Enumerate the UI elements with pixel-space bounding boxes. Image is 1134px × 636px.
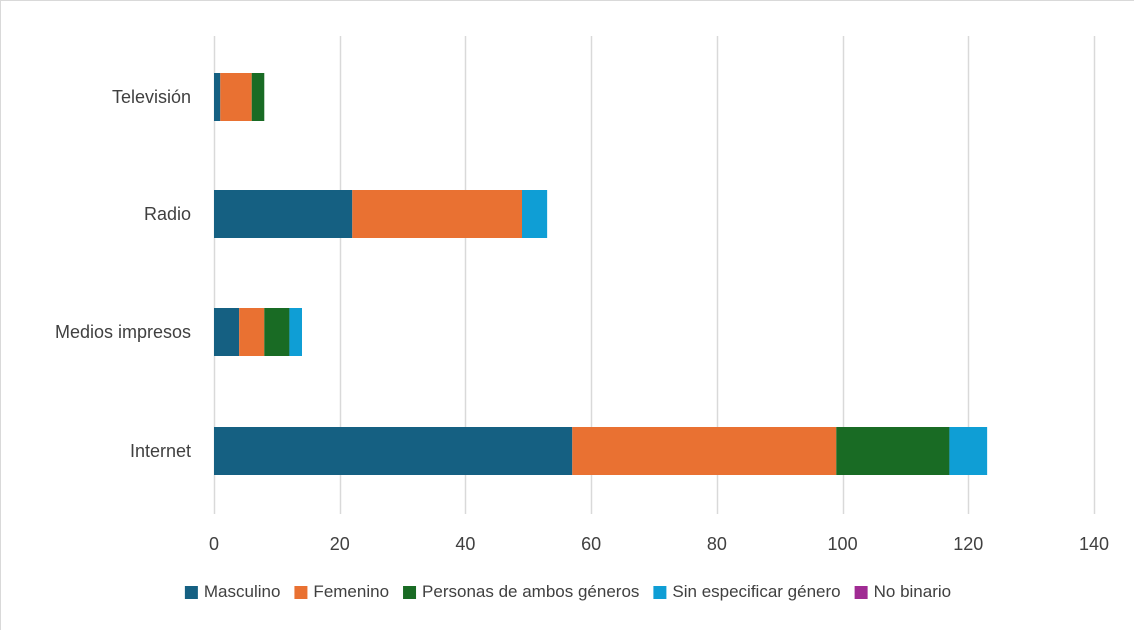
bar-0-series-2 xyxy=(251,73,265,121)
legend-label: Femenino xyxy=(313,582,389,601)
legend-item: Sin especificar género xyxy=(653,582,841,601)
x-tick-label: 60 xyxy=(581,534,601,554)
legend-swatch xyxy=(854,586,868,599)
legend-swatch xyxy=(403,586,417,599)
legend-swatch xyxy=(294,586,308,599)
x-tick-label: 140 xyxy=(1079,534,1109,554)
bar-1-series-3 xyxy=(522,190,548,238)
bar-1-series-0 xyxy=(214,190,353,238)
x-tick-label: 100 xyxy=(828,534,858,554)
bar-2-series-2 xyxy=(264,308,290,356)
bar-0-series-1 xyxy=(220,73,252,121)
category-labels: Televisión Radio Medios impresos Internet xyxy=(55,87,191,461)
bar-2-series-0 xyxy=(214,308,240,356)
bar-1-series-1 xyxy=(352,190,522,238)
bar-3-series-3 xyxy=(949,427,988,475)
legend-item: Personas de ambos géneros xyxy=(403,582,639,601)
legend-label: Personas de ambos géneros xyxy=(422,582,639,601)
category-label: Televisión xyxy=(112,87,191,107)
bar-2-series-1 xyxy=(239,308,265,356)
legend-swatch xyxy=(184,586,198,599)
legend-label: Sin especificar género xyxy=(672,582,840,601)
legend-swatch xyxy=(653,586,667,599)
bar-0-series-0 xyxy=(214,73,221,121)
bar-3-series-2 xyxy=(836,427,950,475)
category-label: Internet xyxy=(130,441,191,461)
legend-item: No binario xyxy=(854,582,952,601)
x-tick-label: 0 xyxy=(209,534,219,554)
x-tick-label: 20 xyxy=(330,534,350,554)
bar-3-series-0 xyxy=(214,427,573,475)
bars xyxy=(214,73,988,475)
gridlines xyxy=(213,36,1096,514)
legend-item: Masculino xyxy=(184,582,281,601)
x-tick-label: 80 xyxy=(707,534,727,554)
x-tick-label: 120 xyxy=(953,534,983,554)
x-axis-ticks: 0 20 40 60 80 100 120 140 xyxy=(209,534,1109,554)
legend-label: Masculino xyxy=(204,582,281,601)
category-label: Medios impresos xyxy=(55,322,191,342)
x-tick-label: 40 xyxy=(455,534,475,554)
legend: Masculino Femenino Personas de ambos géner… xyxy=(184,582,952,601)
category-label: Radio xyxy=(144,204,191,224)
bar-2-series-3 xyxy=(289,308,302,356)
legend-item: Femenino xyxy=(294,582,389,601)
legend-label: No binario xyxy=(874,582,952,601)
bar-3-series-1 xyxy=(572,427,837,475)
